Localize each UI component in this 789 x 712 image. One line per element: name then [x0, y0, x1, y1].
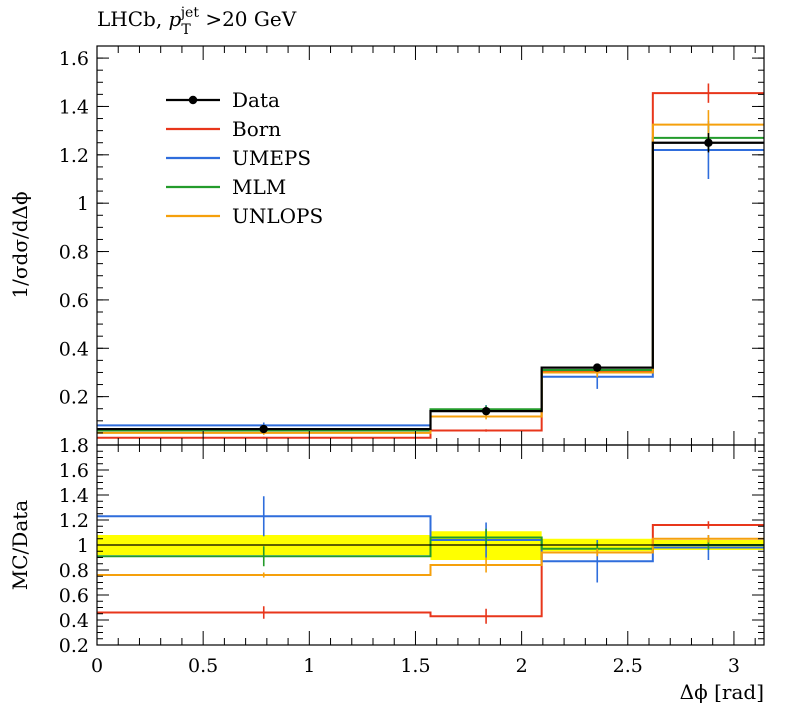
ratio-born-line [97, 524, 764, 618]
main-y-tick-label: 0.4 [59, 338, 89, 360]
main-unlops-line [97, 123, 764, 434]
main-y-axis-title: 1/σdσ/dΔϕ [8, 191, 32, 298]
main-data-point [481, 406, 491, 416]
x-tick-label: 1 [303, 655, 315, 677]
ratio-y-tick-label: 1.6 [59, 460, 89, 482]
ratio-y-tick-label: 1.2 [59, 510, 89, 532]
main-data-point [704, 138, 713, 147]
legend-label-data: Data [232, 88, 280, 112]
main-y-tick-label: 1.2 [59, 145, 89, 167]
legend-label-born: Born [232, 117, 281, 141]
ratio-unlops-line [97, 537, 764, 576]
ratio-y-tick-label: 0.8 [59, 560, 89, 582]
ratio-y-tick-label: 0.4 [59, 610, 89, 632]
main-panel: 0.2 0.4 0.6 0.8 1 1.2 1.4 1.6 [59, 45, 765, 446]
x-tick-label: 3 [728, 655, 740, 677]
x-tick-label: 0 [91, 655, 103, 677]
x-tick-label: 1.5 [400, 655, 430, 677]
main-born-line [97, 92, 764, 439]
legend-label-unlops: UNLOPS [232, 204, 323, 228]
ratio-y-axis-title: MC/Data [8, 500, 32, 591]
main-y-tick-label: 1.6 [59, 48, 89, 70]
ratio-y-tick-label: 1 [77, 535, 89, 557]
x-axis-title: Δϕ [rad] [680, 680, 764, 704]
main-frame [96, 45, 765, 446]
main-data-point [259, 424, 268, 434]
ratio-frame [96, 444, 765, 646]
main-y-tick-label: 0.6 [59, 290, 89, 312]
main-data-line [97, 141, 764, 431]
main-y-tick-label: 1 [77, 193, 89, 215]
legend-marker-data [188, 95, 198, 105]
main-mlm-line [97, 136, 764, 432]
legend-label-umeps: UMEPS [232, 146, 311, 170]
main-umeps-line [97, 148, 764, 427]
main-y-tick-label: 1.4 [59, 96, 89, 118]
x-tick-label: 0.5 [188, 655, 218, 677]
chart-title: LHCb, pTjet >20 GeV [97, 5, 297, 38]
ratio-panel: 0.2 0.4 0.6 0.8 1 1.2 1.4 1.6 1.8 0 0.5 1 1.5 2 2.5 3 [59, 435, 765, 677]
ratio-y-tick-label: 1.8 [59, 435, 89, 457]
main-y-tick-label: 0.2 [59, 387, 89, 409]
legend-label-mlm: MLM [232, 175, 286, 199]
ratio-y-tick-label: 0.2 [59, 635, 89, 657]
ratio-y-tick-label: 0.6 [59, 585, 89, 607]
ratio-y-tick-label: 1.4 [59, 485, 89, 507]
main-data-point [593, 363, 602, 372]
x-tick-label: 2 [516, 655, 528, 677]
legend: Data Born UMEPS MLM UNLOPS [166, 88, 323, 228]
main-y-tick-label: 0.8 [59, 242, 89, 264]
x-tick-label: 2.5 [613, 655, 643, 677]
